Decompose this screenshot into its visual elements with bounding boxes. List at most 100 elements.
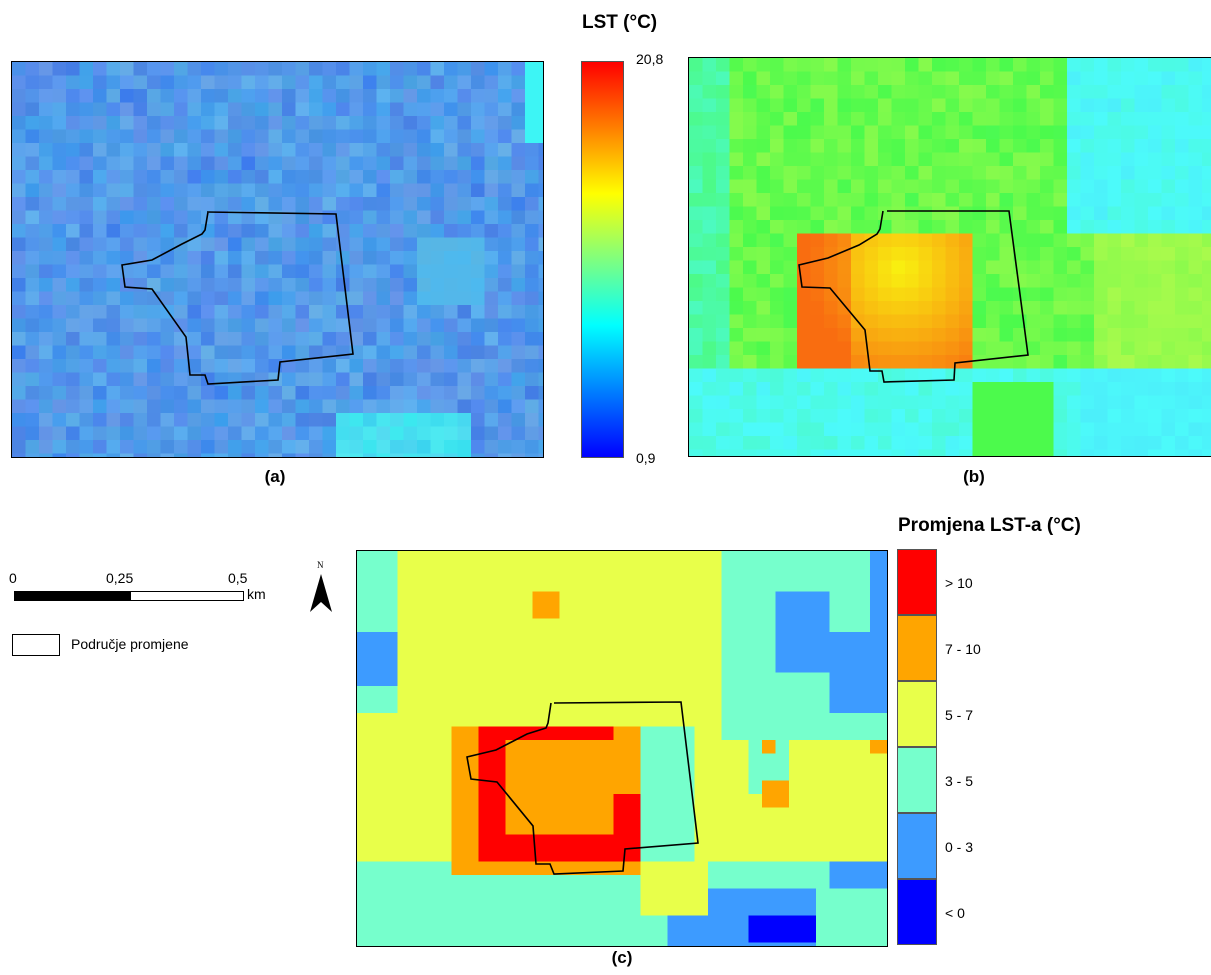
- raster-cell: [708, 861, 723, 876]
- raster-cell: [451, 915, 466, 930]
- raster-cell: [573, 875, 588, 890]
- raster-cell: [397, 686, 412, 701]
- raster-cell: [438, 929, 453, 944]
- raster-cell: [1188, 206, 1203, 221]
- raster-cell: [411, 834, 426, 849]
- raster-cell: [878, 166, 893, 181]
- raster-cell: [417, 453, 432, 457]
- raster-cell: [1175, 152, 1190, 167]
- raster-cell: [268, 345, 283, 360]
- raster-cell: [174, 156, 189, 171]
- raster-cell: [1040, 98, 1055, 113]
- raster-cell: [357, 564, 372, 579]
- raster-cell: [282, 345, 297, 360]
- raster-cell: [1094, 328, 1109, 343]
- raster-cell: [438, 861, 453, 876]
- raster-cell: [1188, 58, 1203, 73]
- raster-cell: [1094, 193, 1109, 208]
- raster-cell: [905, 152, 920, 167]
- raster-cell: [824, 125, 839, 140]
- raster-cell: [511, 156, 526, 171]
- raster-cell: [640, 929, 655, 944]
- raster-cell: [255, 359, 270, 374]
- raster-cell: [465, 564, 480, 579]
- raster-cell: [802, 699, 817, 714]
- raster-cell: [986, 98, 1001, 113]
- raster-cell: [52, 89, 67, 104]
- raster-cell: [25, 116, 40, 131]
- raster-cell: [1121, 328, 1136, 343]
- raster-cell: [106, 170, 121, 185]
- raster-cell: [802, 834, 817, 849]
- raster-cell: [775, 915, 790, 930]
- raster-cell: [843, 686, 858, 701]
- raster-cell: [201, 318, 216, 333]
- raster-cell: [986, 179, 1001, 194]
- raster-cell: [511, 75, 526, 90]
- raster-cell: [932, 247, 947, 262]
- raster-cell: [228, 305, 243, 320]
- raster-cell: [424, 834, 439, 849]
- raster-cell: [986, 193, 1001, 208]
- raster-cell: [640, 740, 655, 755]
- raster-cell: [716, 355, 731, 370]
- raster-cell: [843, 942, 858, 946]
- raster-cell: [376, 224, 391, 239]
- raster-cell: [39, 197, 54, 212]
- raster-cell: [147, 413, 162, 428]
- raster-cell: [52, 251, 67, 266]
- raster-cell: [403, 359, 418, 374]
- raster-cell: [932, 206, 947, 221]
- raster-cell: [519, 618, 534, 633]
- raster-cell: [1148, 193, 1163, 208]
- raster-cell: [465, 848, 480, 863]
- raster-cell: [384, 794, 399, 809]
- raster-cell: [201, 426, 216, 441]
- raster-cell: [1161, 233, 1176, 248]
- raster-cell: [25, 426, 40, 441]
- raster-cell: [336, 102, 351, 117]
- raster-cell: [384, 713, 399, 728]
- raster-cell: [478, 902, 493, 917]
- raster-cell: [1040, 139, 1055, 154]
- raster-cell: [66, 291, 81, 306]
- raster-cell: [214, 75, 229, 90]
- raster-cell: [756, 274, 771, 289]
- raster-cell: [681, 767, 696, 782]
- raster-cell: [1067, 382, 1082, 397]
- raster-cell: [932, 152, 947, 167]
- raster-cell: [640, 834, 655, 849]
- raster-cell: [174, 291, 189, 306]
- raster-cell: [1161, 314, 1176, 329]
- raster-cell: [1175, 382, 1190, 397]
- raster-cell: [729, 85, 744, 100]
- raster-cell: [187, 251, 202, 266]
- lst-legend-title: LST (°C): [582, 12, 658, 33]
- raster-cell: [586, 861, 601, 876]
- raster-cell: [201, 453, 216, 457]
- raster-cell: [883, 659, 887, 674]
- raster-cell: [802, 645, 817, 660]
- raster-cell: [837, 179, 852, 194]
- raster-cell: [93, 305, 108, 320]
- raster-cell: [498, 62, 513, 77]
- raster-cell: [743, 341, 758, 356]
- raster-cell: [384, 807, 399, 822]
- raster-cell: [519, 672, 534, 687]
- raster-cell: [816, 902, 831, 917]
- raster-cell: [1188, 152, 1203, 167]
- raster-cell: [451, 591, 466, 606]
- raster-cell: [1202, 112, 1211, 127]
- raster-cell: [721, 929, 736, 944]
- raster-cell: [837, 368, 852, 383]
- raster-cell: [640, 780, 655, 795]
- raster-cell: [1080, 193, 1095, 208]
- raster-cell: [918, 166, 933, 181]
- raster-cell: [748, 726, 763, 741]
- raster-cell: [870, 753, 885, 768]
- raster-cell: [789, 699, 804, 714]
- raster-cell: [864, 139, 879, 154]
- raster-cell: [106, 197, 121, 212]
- raster-cell: [457, 453, 472, 457]
- raster-cell: [729, 301, 744, 316]
